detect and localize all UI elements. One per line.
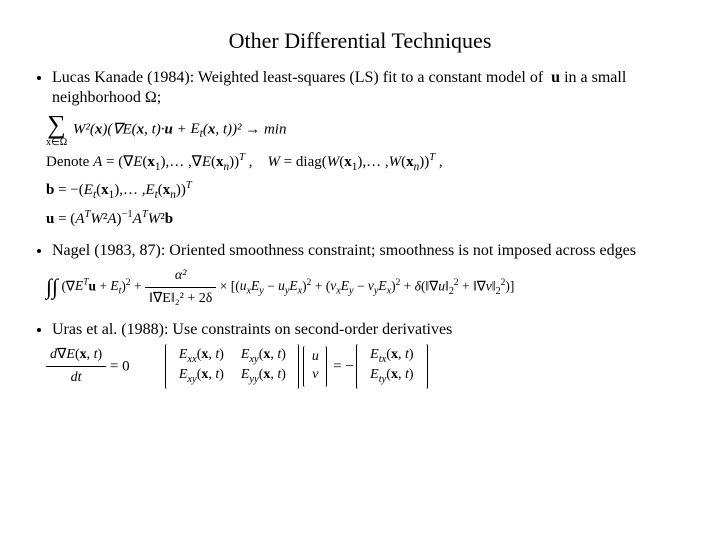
nagel-num: α² <box>175 268 187 283</box>
bullet-list-3: Uras et al. (1988): Use constraints on s… <box>28 320 692 340</box>
slide-title: Other Differential Techniques <box>28 28 692 54</box>
lk-line1: W²(x)(∇E(x, t)·u + Et(x, t))² → min <box>73 121 287 137</box>
lk-denote: Denote A = (∇E(x1),… ,∇E(xn))T , W = dia… <box>46 150 692 176</box>
lucas-kanade-equations: ∑ x∈Ω W²(x)(∇E(x, t)·u + Et(x, t))² → mi… <box>46 112 692 231</box>
uras-matrix: Exx(x, t)Exy(x, t) Exy(x, t)Eyy(x, t) <box>165 344 299 390</box>
sigma-icon: ∑ x∈Ω <box>46 112 67 148</box>
uras-vector: u v <box>303 346 327 388</box>
bullet-2: Nagel (1983, 87): Oriented smoothness co… <box>52 241 692 261</box>
bullet-1: Lucas Kanade (1984): Weighted least-squa… <box>52 68 692 108</box>
bullet-list-2: Nagel (1983, 87): Oriented smoothness co… <box>28 241 692 261</box>
nagel-frac: α² ‖∇E‖₂² + 2δ <box>145 265 216 309</box>
bullet-list: Lucas Kanade (1984): Weighted least-squa… <box>28 68 692 108</box>
integral-icon: ∫∫ <box>46 274 58 299</box>
uras-equation: d∇E(x, t) dt = 0 Exx(x, t)Exy(x, t) Exy(… <box>46 344 692 390</box>
nagel-equation: ∫∫ (∇ETu + Et)2 + α² ‖∇E‖₂² + 2δ × [(uxE… <box>46 265 692 309</box>
uras-rhs: Etx(x, t) Ety(x, t) <box>356 344 428 390</box>
nagel-den: ‖∇E‖₂² + 2δ <box>145 288 216 310</box>
lk-objective: ∑ x∈Ω W²(x)(∇E(x, t)·u + Et(x, t))² → mi… <box>46 112 692 148</box>
lk-u-eq: u = (ATW²A)−1ATW²b <box>46 207 692 231</box>
bullet-1-text: Lucas Kanade (1984): Weighted least-squa… <box>52 69 551 86</box>
uras-den: dt <box>71 370 82 385</box>
slide-root: Other Differential Techniques Lucas Kana… <box>0 0 720 409</box>
uras-lhs-frac: d∇E(x, t) dt <box>46 344 106 388</box>
bullet-3: Uras et al. (1988): Use constraints on s… <box>52 320 692 340</box>
uras-eq-zero: = 0 <box>110 358 130 374</box>
lk-b-eq: b = −(Et(x1),… ,Et(xn))T <box>46 178 692 204</box>
